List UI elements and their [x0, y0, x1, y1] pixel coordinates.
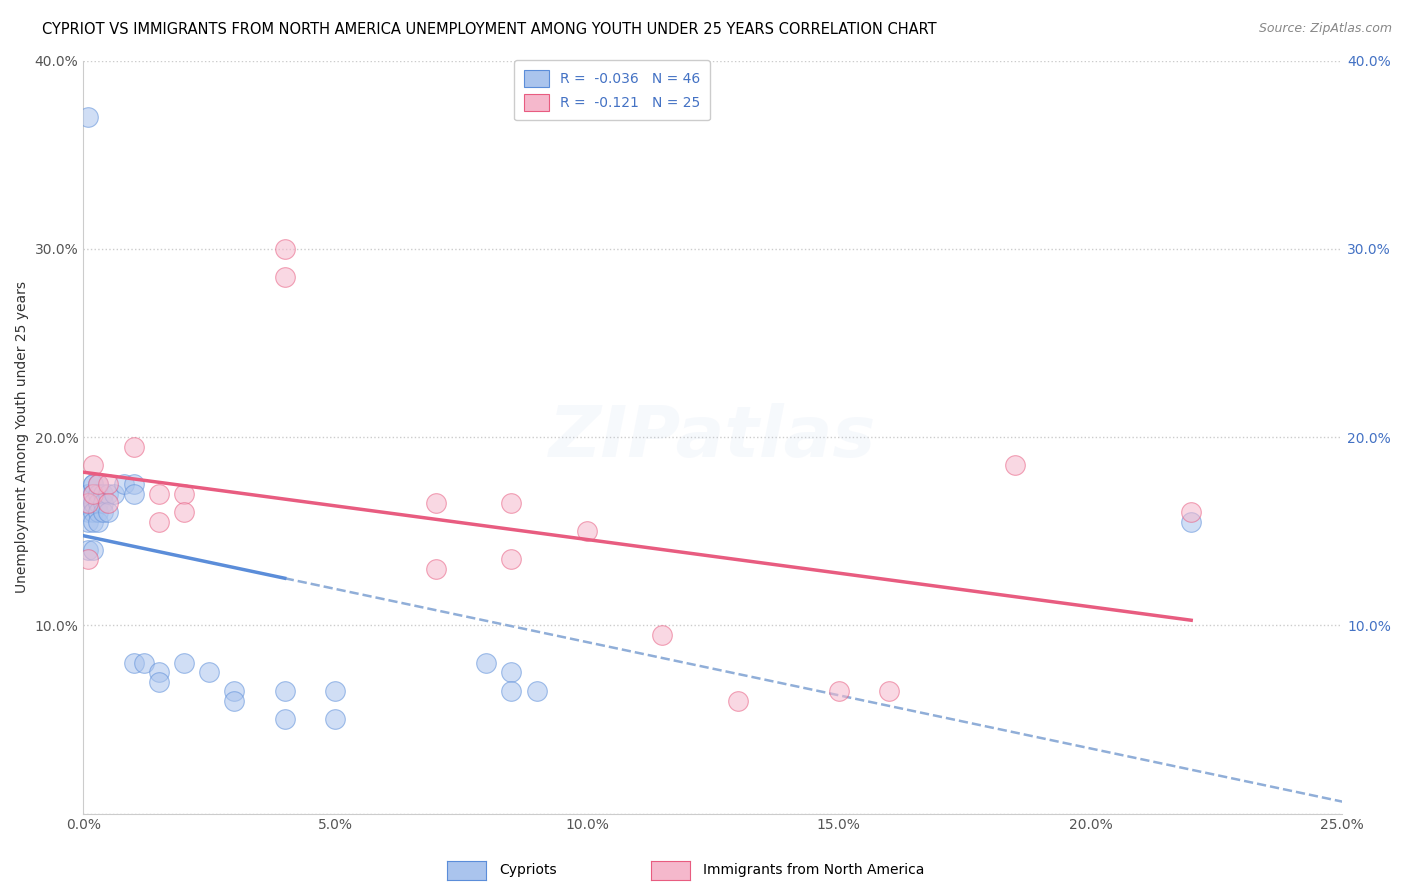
- Point: [274, 713, 297, 727]
- Point: [93, 496, 115, 510]
- Text: Immigrants from North America: Immigrants from North America: [703, 863, 924, 877]
- Point: [103, 486, 125, 500]
- Text: ZIPatlas: ZIPatlas: [550, 402, 876, 472]
- Point: [82, 496, 104, 510]
- Point: [82, 543, 104, 558]
- Point: [82, 477, 104, 491]
- Text: Source: ZipAtlas.com: Source: ZipAtlas.com: [1258, 22, 1392, 36]
- Point: [173, 505, 195, 519]
- Point: [93, 505, 115, 519]
- Point: [87, 505, 110, 519]
- Point: [1004, 458, 1026, 473]
- Point: [501, 684, 523, 698]
- Point: [323, 684, 346, 698]
- Point: [274, 684, 297, 698]
- Point: [97, 477, 120, 491]
- Point: [97, 505, 120, 519]
- Point: [97, 496, 120, 510]
- Point: [77, 496, 100, 510]
- Point: [77, 486, 100, 500]
- Point: [132, 656, 155, 670]
- Point: [77, 496, 100, 510]
- Point: [87, 496, 110, 510]
- Point: [526, 684, 548, 698]
- Point: [501, 665, 523, 680]
- Point: [148, 665, 170, 680]
- Point: [425, 496, 447, 510]
- Point: [82, 505, 104, 519]
- Point: [122, 486, 145, 500]
- Y-axis label: Unemployment Among Youth under 25 years: Unemployment Among Youth under 25 years: [15, 281, 30, 593]
- Point: [87, 515, 110, 529]
- Point: [93, 486, 115, 500]
- Point: [274, 242, 297, 256]
- Point: [82, 477, 104, 491]
- Point: [1180, 515, 1202, 529]
- Point: [122, 656, 145, 670]
- Point: [87, 477, 110, 491]
- Point: [224, 684, 246, 698]
- Point: [148, 515, 170, 529]
- Point: [1180, 505, 1202, 519]
- Point: [727, 693, 749, 707]
- Legend: R =  -0.036   N = 46, R =  -0.121   N = 25: R = -0.036 N = 46, R = -0.121 N = 25: [515, 60, 710, 120]
- Point: [122, 477, 145, 491]
- Point: [77, 552, 100, 566]
- Point: [82, 486, 104, 500]
- Point: [425, 562, 447, 576]
- Point: [651, 628, 673, 642]
- Point: [82, 486, 104, 500]
- Point: [198, 665, 221, 680]
- Point: [87, 477, 110, 491]
- Point: [77, 543, 100, 558]
- Point: [501, 552, 523, 566]
- Point: [82, 515, 104, 529]
- Point: [112, 477, 135, 491]
- Point: [173, 486, 195, 500]
- Point: [877, 684, 900, 698]
- Point: [77, 515, 100, 529]
- Point: [77, 486, 100, 500]
- Point: [224, 693, 246, 707]
- Point: [575, 524, 598, 539]
- Point: [122, 440, 145, 454]
- Point: [148, 486, 170, 500]
- Point: [323, 713, 346, 727]
- Point: [173, 656, 195, 670]
- Point: [82, 458, 104, 473]
- Point: [827, 684, 849, 698]
- Text: CYPRIOT VS IMMIGRANTS FROM NORTH AMERICA UNEMPLOYMENT AMONG YOUTH UNDER 25 YEARS: CYPRIOT VS IMMIGRANTS FROM NORTH AMERICA…: [42, 22, 936, 37]
- Point: [87, 486, 110, 500]
- Point: [97, 486, 120, 500]
- Point: [274, 270, 297, 285]
- Point: [501, 496, 523, 510]
- Point: [82, 496, 104, 510]
- Text: Cypriots: Cypriots: [499, 863, 557, 877]
- Point: [77, 110, 100, 124]
- Point: [148, 674, 170, 689]
- Point: [475, 656, 498, 670]
- Point: [77, 505, 100, 519]
